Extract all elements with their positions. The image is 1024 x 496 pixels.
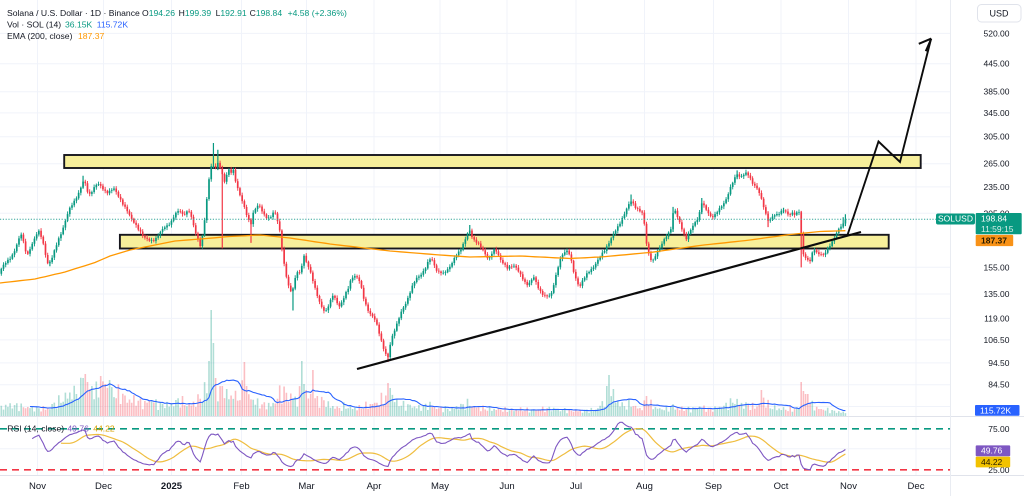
svg-text:25.00: 25.00: [988, 465, 1010, 475]
svg-text:520.00: 520.00: [984, 28, 1010, 38]
svg-text:Oct: Oct: [774, 481, 789, 492]
svg-text:305.00: 305.00: [984, 132, 1010, 142]
svg-text:187.37: 187.37: [78, 31, 105, 41]
svg-text:265.00: 265.00: [984, 159, 1010, 169]
svg-text:Dec: Dec: [95, 481, 112, 492]
svg-text:119.00: 119.00: [984, 313, 1010, 323]
svg-text:Vol · SOL (14): Vol · SOL (14): [7, 20, 61, 30]
svg-text:SOLUSD: SOLUSD: [938, 214, 973, 224]
svg-text:Sep: Sep: [705, 481, 722, 492]
svg-text:Dec: Dec: [908, 481, 925, 492]
svg-text:Feb: Feb: [233, 481, 249, 492]
svg-text:84.50: 84.50: [988, 380, 1010, 390]
svg-text:44.22: 44.22: [981, 457, 1003, 467]
svg-text:2025: 2025: [161, 481, 183, 492]
svg-text:Jul: Jul: [570, 481, 582, 492]
svg-text:75.00: 75.00: [988, 424, 1010, 434]
svg-text:May: May: [431, 481, 449, 492]
svg-text:135.00: 135.00: [984, 289, 1010, 299]
svg-text:11:59:15: 11:59:15: [981, 224, 1014, 234]
svg-text:445.00: 445.00: [984, 59, 1010, 69]
svg-text:187.37: 187.37: [981, 236, 1007, 246]
svg-text:235.00: 235.00: [984, 182, 1010, 192]
svg-text:94.50: 94.50: [988, 358, 1010, 368]
svg-text:Apr: Apr: [367, 481, 382, 492]
svg-text:155.00: 155.00: [984, 262, 1010, 272]
svg-text:Solana / U.S. Dollar · 1D · Bi: Solana / U.S. Dollar · 1D · Binance: [7, 8, 140, 18]
svg-text:Mar: Mar: [298, 481, 314, 492]
svg-text:44.22: 44.22: [93, 423, 115, 433]
svg-text:Jun: Jun: [499, 481, 514, 492]
svg-text:385.00: 385.00: [984, 87, 1010, 97]
svg-text:EMA (200, close): EMA (200, close): [7, 31, 73, 41]
svg-text:49.76: 49.76: [981, 446, 1003, 456]
svg-text:Nov: Nov: [840, 481, 857, 492]
svg-text:Aug: Aug: [636, 481, 653, 492]
svg-text:USD: USD: [989, 9, 1009, 19]
svg-text:106.50: 106.50: [984, 335, 1010, 345]
svg-text:198.84: 198.84: [981, 214, 1007, 224]
svg-text:RSI (14, close): RSI (14, close): [7, 423, 64, 433]
svg-text:345.00: 345.00: [984, 108, 1010, 118]
svg-text:115.72K: 115.72K: [980, 405, 1011, 415]
svg-text:Nov: Nov: [29, 481, 46, 492]
svg-text:49.76: 49.76: [67, 423, 89, 433]
svg-text:36.15K: 36.15K: [65, 20, 93, 30]
svg-text:115.72K: 115.72K: [97, 20, 129, 30]
